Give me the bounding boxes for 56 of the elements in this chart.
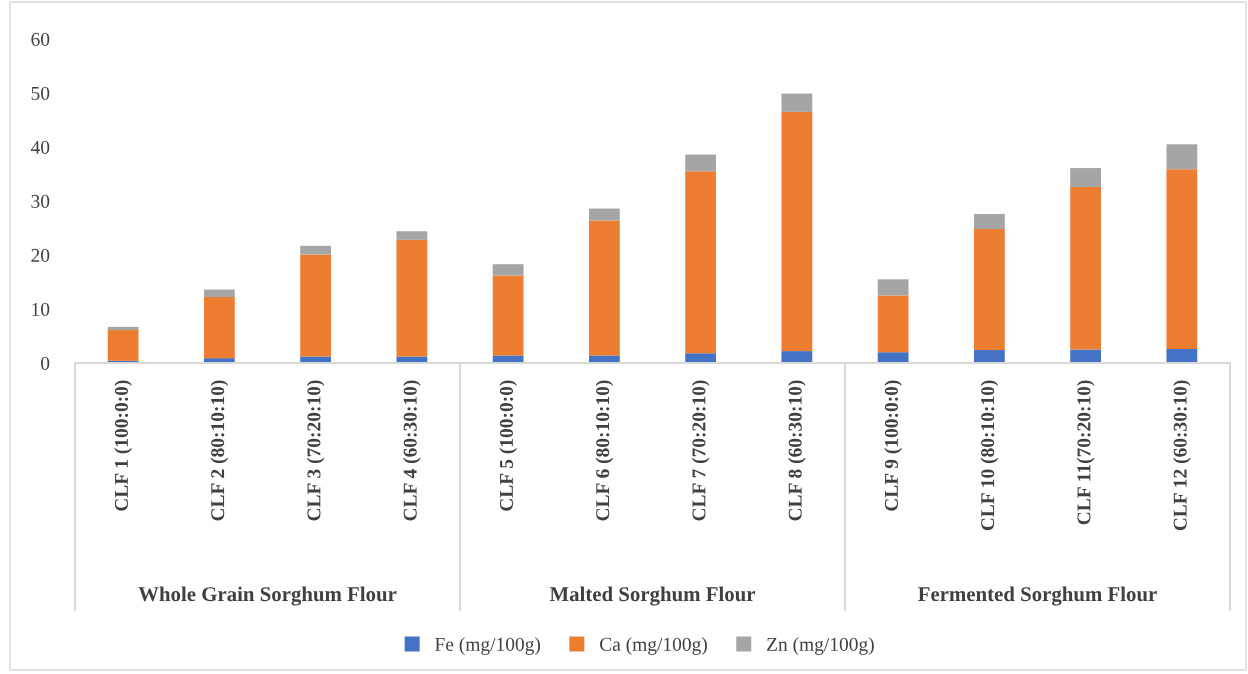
legend-label: Fe (mg/100g) bbox=[435, 637, 541, 655]
x-tick-label: CLF 11(70:20:10) bbox=[1076, 380, 1095, 525]
bar bbox=[300, 245, 332, 255]
bar bbox=[1070, 168, 1102, 187]
bar bbox=[203, 297, 235, 359]
bar bbox=[1166, 169, 1198, 349]
bar bbox=[107, 330, 139, 361]
bar bbox=[973, 213, 1005, 230]
bar bbox=[396, 239, 428, 357]
bar bbox=[203, 289, 235, 298]
x-tick-label: CLF 6 (80:10:10) bbox=[595, 380, 614, 521]
text: Malted Sorghum Flour bbox=[549, 586, 756, 606]
bar bbox=[492, 275, 524, 356]
bar bbox=[781, 93, 813, 112]
bar bbox=[492, 264, 524, 276]
x-tick-label: CLF 12 (60:30:10) bbox=[1173, 380, 1191, 531]
x-tick-label: CLF 8 (60:30:10) bbox=[788, 380, 806, 521]
x-tick-label: CLF 2 (80:10:10) bbox=[210, 380, 229, 521]
legend-label: Ca (mg/100g) bbox=[600, 637, 707, 655]
bar bbox=[877, 279, 909, 296]
bar bbox=[877, 295, 909, 353]
bar bbox=[685, 154, 717, 172]
text: Fermented Sorghum Flour bbox=[918, 586, 1157, 606]
bar bbox=[300, 254, 332, 357]
x-tick-label: CLF 9 (100:0:0) bbox=[884, 380, 902, 511]
x-tick-label: CLF 7 (70:20:10) bbox=[691, 380, 710, 521]
bar bbox=[1070, 186, 1102, 350]
bar bbox=[1166, 144, 1198, 170]
y-tick-label: 10 bbox=[32, 302, 50, 316]
bar bbox=[107, 326, 139, 331]
x-tick-label: CLF 4 (60:30:10) bbox=[403, 380, 421, 521]
bar bbox=[877, 352, 909, 363]
legend-label: Zn (mg/100g) bbox=[767, 637, 874, 655]
bar bbox=[973, 350, 1005, 363]
text: Whole Grain Sorghum Flour bbox=[138, 586, 397, 606]
x-tick-label: CLF 1 (100:0:0) bbox=[114, 380, 132, 511]
bar bbox=[588, 208, 620, 221]
bar bbox=[973, 229, 1005, 351]
bar bbox=[781, 111, 813, 352]
y-tick-label: 40 bbox=[30, 140, 50, 154]
bar bbox=[396, 231, 428, 240]
bar bbox=[685, 171, 717, 354]
bar bbox=[1166, 348, 1198, 363]
x-tick-label: CLF 5 (100:0:0) bbox=[499, 380, 517, 511]
x-tick-label: CLF 10 (80:10:10) bbox=[980, 380, 999, 531]
y-tick-label: 30 bbox=[31, 194, 50, 208]
y-tick-label: 60 bbox=[31, 32, 50, 46]
y-tick-label: 50 bbox=[31, 86, 50, 100]
bar bbox=[685, 353, 717, 363]
x-tick-label: CLF 3 (70:20:10) bbox=[306, 380, 325, 521]
bar bbox=[781, 351, 813, 363]
bar bbox=[588, 355, 620, 363]
y-tick-label: 20 bbox=[31, 248, 50, 262]
bar bbox=[492, 355, 524, 363]
y-tick-label: 0 bbox=[41, 356, 50, 370]
bar bbox=[588, 220, 620, 356]
